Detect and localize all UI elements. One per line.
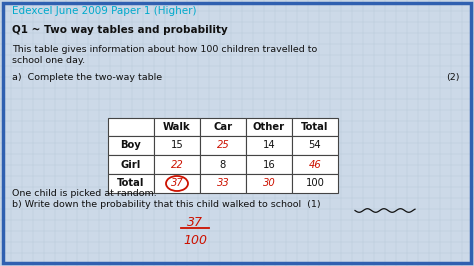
Bar	[154, 118, 200, 136]
Text: 8: 8	[220, 160, 226, 169]
Text: Boy: Boy	[120, 140, 141, 151]
Text: Girl: Girl	[121, 160, 141, 169]
Bar	[292, 155, 338, 174]
Text: 37: 37	[187, 215, 203, 228]
Text: Car: Car	[213, 122, 233, 132]
Text: Other: Other	[253, 122, 285, 132]
Bar	[200, 174, 246, 193]
Text: 100: 100	[306, 178, 324, 189]
Text: Total: Total	[117, 178, 145, 189]
Text: school one day.: school one day.	[12, 56, 85, 65]
Text: Total: Total	[301, 122, 328, 132]
Text: Q1 ~ Two way tables and probability: Q1 ~ Two way tables and probability	[12, 25, 228, 35]
Text: 54: 54	[309, 140, 321, 151]
Text: a)  Complete the two-way table: a) Complete the two-way table	[12, 73, 162, 82]
Bar	[200, 136, 246, 155]
Text: 37: 37	[171, 178, 183, 189]
Bar	[246, 174, 292, 193]
Bar	[292, 136, 338, 155]
Bar	[154, 174, 200, 193]
Bar	[292, 174, 338, 193]
Bar	[108, 155, 154, 174]
Text: 15: 15	[171, 140, 183, 151]
Bar	[200, 155, 246, 174]
Bar	[200, 118, 246, 136]
Text: One child is picked at random.: One child is picked at random.	[12, 189, 157, 198]
Bar	[108, 136, 154, 155]
Text: (2): (2)	[447, 73, 460, 82]
Bar	[292, 118, 338, 136]
Text: 16: 16	[263, 160, 275, 169]
Text: Edexcel June 2009 Paper 1 (Higher): Edexcel June 2009 Paper 1 (Higher)	[12, 6, 197, 16]
Bar	[154, 136, 200, 155]
Text: 100: 100	[183, 235, 207, 247]
Bar	[154, 155, 200, 174]
Bar	[108, 174, 154, 193]
Text: 22: 22	[171, 160, 183, 169]
Text: 14: 14	[263, 140, 275, 151]
Bar	[246, 118, 292, 136]
Text: 46: 46	[309, 160, 321, 169]
Text: b) Write down the probability that this child walked to school  (1): b) Write down the probability that this …	[12, 200, 320, 209]
Text: 30: 30	[263, 178, 275, 189]
Bar	[246, 136, 292, 155]
Bar	[108, 118, 154, 136]
Text: This table gives information about how 100 children travelled to: This table gives information about how 1…	[12, 45, 317, 54]
Text: Walk: Walk	[163, 122, 191, 132]
Bar	[246, 155, 292, 174]
Text: 33: 33	[217, 178, 229, 189]
Text: 25: 25	[217, 140, 229, 151]
